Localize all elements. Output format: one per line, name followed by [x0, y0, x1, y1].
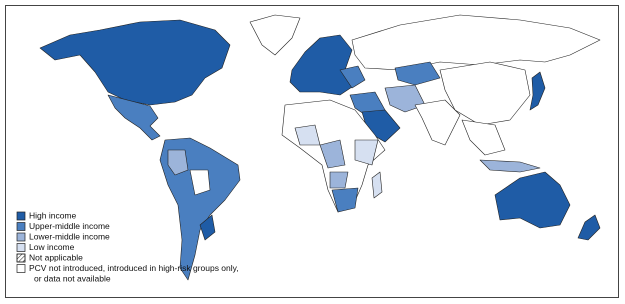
region	[414, 99, 461, 146]
legend-swatch	[16, 232, 26, 242]
legend-swatch	[16, 264, 26, 273]
frame	[5, 5, 619, 298]
region	[371, 171, 383, 199]
legend-swatch	[16, 243, 26, 252]
legend-swatch	[16, 222, 26, 231]
region	[189, 169, 211, 196]
region	[339, 65, 366, 89]
region	[319, 139, 346, 169]
region	[331, 187, 359, 213]
region	[494, 171, 571, 229]
region	[289, 34, 356, 96]
legend-label: Low income	[29, 242, 75, 252]
region	[39, 19, 231, 106]
legend-label: Lower-middle income	[29, 231, 110, 241]
legend-label: Upper-middle income	[29, 221, 110, 231]
world-map	[39, 14, 601, 281]
region	[199, 214, 216, 241]
region	[439, 61, 531, 126]
legend-swatch	[16, 211, 26, 221]
region	[329, 171, 349, 189]
region	[354, 139, 379, 166]
region	[249, 14, 301, 56]
region	[167, 149, 189, 176]
legend-label: PCV not introduced, introduced in high-r…	[29, 263, 239, 273]
region	[479, 159, 541, 173]
legend-label: Not applicable	[29, 252, 83, 262]
legend-label: High income	[29, 210, 77, 220]
region	[351, 14, 601, 71]
region	[529, 71, 546, 111]
region	[461, 119, 506, 156]
region	[107, 94, 161, 141]
region	[394, 61, 441, 86]
legend-hatch	[16, 253, 26, 263]
region	[159, 137, 241, 281]
legend-label: or data not available	[34, 273, 111, 283]
region	[577, 214, 601, 241]
